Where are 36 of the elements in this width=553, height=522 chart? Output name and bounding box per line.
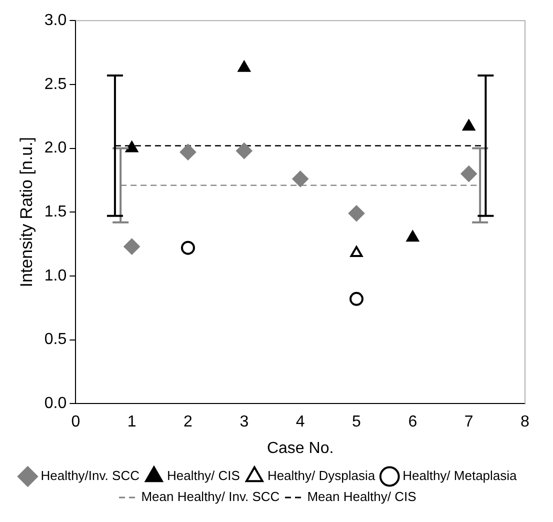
point [126, 141, 138, 152]
point [348, 205, 364, 222]
x-tick-label: 3 [240, 414, 249, 431]
legend-label: Healthy/ Metaplasia [402, 468, 518, 484]
legend-label: Mean Healthy/ CIS [307, 489, 417, 504]
x-tick-label: 8 [520, 414, 530, 431]
x-tick-label: 7 [464, 414, 474, 431]
legend-label: Healthy/ CIS [166, 468, 240, 484]
point [406, 230, 419, 242]
y-tick-label: 2.5 [44, 76, 67, 93]
y-tick-label: 2.0 [44, 140, 67, 157]
point [462, 120, 476, 131]
y-tick-label: 0.5 [44, 331, 67, 348]
legend-label: Mean Healthy/ Inv. SCC [141, 489, 280, 504]
x-tick-label: 1 [127, 414, 136, 431]
x-tick-label: 6 [408, 414, 418, 431]
x-axis-title: Case No. [266, 440, 334, 457]
x-tick-label: 4 [296, 414, 305, 431]
legend-label: Healthy/Inv. SCC [40, 468, 140, 484]
point [180, 240, 195, 255]
y-tick-label: 1.0 [44, 267, 67, 284]
point [238, 60, 250, 72]
y-tick-label: 1.5 [44, 204, 67, 221]
point [292, 170, 308, 187]
point [236, 142, 252, 159]
y-axis-title: Intensity Ratio [n.u.] [16, 136, 36, 288]
x-tick-label: 0 [71, 414, 80, 431]
point [460, 166, 477, 182]
x-tick-label: 2 [184, 414, 193, 431]
y-tick-label: 3.0 [44, 12, 67, 30]
legend-label: Healthy/ Dysplasia [267, 468, 376, 484]
y-tick-label: 0.0 [44, 395, 67, 412]
x-tick-label: 5 [352, 414, 362, 431]
point [180, 144, 196, 160]
point [124, 238, 140, 255]
point [349, 292, 364, 306]
